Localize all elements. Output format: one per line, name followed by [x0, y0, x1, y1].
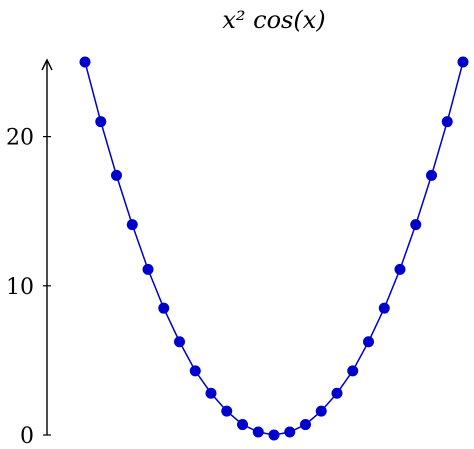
data-point — [205, 387, 217, 399]
data-point — [315, 405, 327, 417]
data-point — [378, 302, 390, 314]
data-point — [284, 426, 296, 438]
y-ticks: 0 10 20 — [6, 126, 51, 449]
data-point — [441, 116, 453, 128]
data-point — [268, 429, 280, 441]
y-tick-label: 0 — [20, 424, 34, 449]
y-tick-label: 20 — [6, 126, 34, 151]
data-point — [394, 263, 406, 275]
data-point — [95, 116, 107, 128]
series-group — [79, 56, 469, 441]
data-point — [221, 405, 233, 417]
series-line — [84, 61, 464, 436]
data-point — [110, 169, 122, 181]
chart-title: x² cos(x) — [222, 6, 325, 34]
data-point — [363, 336, 374, 348]
data-point — [252, 426, 264, 438]
data-point — [126, 219, 138, 231]
data-point — [189, 365, 201, 377]
data-point — [142, 263, 154, 275]
data-point — [457, 56, 469, 68]
data-point — [410, 219, 422, 231]
data-point — [158, 302, 170, 314]
data-point — [174, 336, 185, 348]
data-point — [299, 419, 311, 431]
data-point — [79, 56, 91, 68]
data-point — [426, 169, 438, 181]
data-point — [237, 419, 249, 431]
data-point — [331, 387, 343, 399]
y-axis-arrow — [41, 58, 53, 71]
data-point — [347, 365, 359, 377]
y-tick-label: 10 — [6, 275, 34, 300]
